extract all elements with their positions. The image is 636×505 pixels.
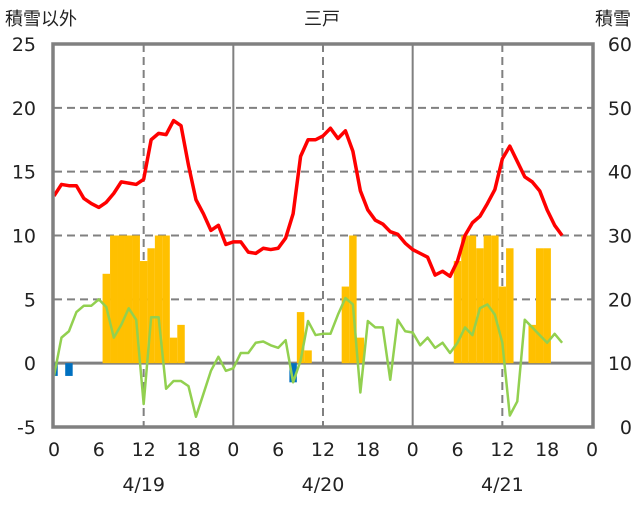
- x-tick-label: 6: [272, 439, 284, 461]
- sunshine-bar: [543, 248, 551, 364]
- right-tick-label: 60: [608, 34, 632, 56]
- left-tick-label: 25: [12, 34, 36, 56]
- sunshine-bar: [468, 235, 477, 364]
- x-tick-label: 0: [407, 439, 419, 461]
- sunshine-bar: [535, 248, 544, 364]
- x-tick-label: 12: [490, 439, 514, 461]
- x-tick-label: 0: [586, 439, 598, 461]
- left-tick-label: 20: [12, 98, 36, 120]
- sunshine-bar: [139, 261, 148, 364]
- right-tick-label: 20: [608, 289, 632, 311]
- sunshine-bar: [169, 337, 178, 364]
- sunshine-bar: [147, 248, 155, 364]
- left-tick-label: -5: [17, 417, 36, 439]
- temperature-line: [52, 118, 564, 279]
- left-axis-title: 積雪以外: [5, 9, 77, 30]
- left-tick-label: 10: [12, 226, 36, 248]
- precip-bar: [289, 363, 297, 383]
- sunshine-bar: [506, 248, 514, 364]
- sunshine-bar: [110, 235, 118, 364]
- date-label: 4/20: [302, 474, 345, 496]
- sunshine-bar: [528, 324, 536, 364]
- x-tick-label: 12: [311, 439, 335, 461]
- plot-frame: [51, 42, 595, 429]
- x-tick-label: 12: [132, 439, 156, 461]
- sunshine-bar: [491, 235, 499, 364]
- sunshine-bar: [154, 235, 163, 364]
- left-tick-label: 5: [24, 289, 36, 311]
- sunshine-bar: [296, 312, 305, 364]
- x-tick-label: 18: [356, 439, 380, 461]
- chart-title: 三戸: [304, 9, 340, 30]
- sunshine-bar: [124, 235, 133, 364]
- sunshine-bar: [304, 350, 312, 364]
- x-tick-label: 18: [535, 439, 559, 461]
- sunshine-bar: [476, 248, 484, 364]
- sunshine-bar: [177, 324, 185, 364]
- left-tick-label: 15: [12, 162, 36, 184]
- sunshine-bar: [498, 286, 507, 364]
- sunshine-bar: [356, 337, 365, 364]
- x-tick-label: 0: [48, 439, 60, 461]
- right-tick-label: 10: [608, 353, 632, 375]
- wind-line: [52, 296, 564, 419]
- precip-bar: [65, 363, 73, 376]
- right-tick-label: 50: [608, 98, 632, 120]
- x-tick-label: 0: [227, 439, 239, 461]
- sunshine-bar: [102, 273, 111, 364]
- sunshine-bar: [117, 235, 125, 364]
- date-label: 4/19: [122, 474, 165, 496]
- date-label: 4/21: [481, 474, 524, 496]
- left-tick-label: 0: [24, 353, 36, 375]
- x-tick-label: 6: [93, 439, 105, 461]
- x-tick-label: 6: [451, 439, 463, 461]
- sunshine-bar: [349, 235, 357, 364]
- right-axis-title: 積雪: [595, 9, 631, 30]
- right-tick-label: 30: [608, 226, 632, 248]
- sunshine-bar: [341, 286, 350, 364]
- x-tick-label: 18: [176, 439, 200, 461]
- sunshine-bar: [453, 261, 462, 364]
- sunshine-bar: [162, 235, 170, 364]
- right-tick-label: 0: [620, 417, 632, 439]
- sunshine-bar: [483, 235, 492, 364]
- sunshine-bar: [132, 235, 140, 364]
- right-tick-label: 40: [608, 162, 632, 184]
- sunshine-bar: [461, 235, 469, 364]
